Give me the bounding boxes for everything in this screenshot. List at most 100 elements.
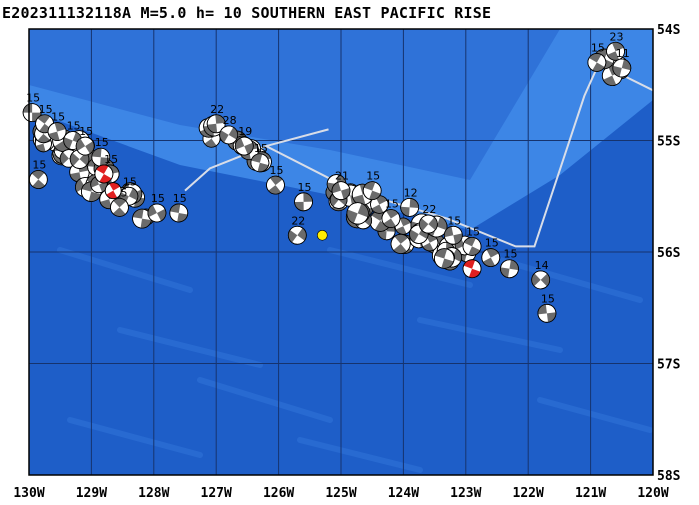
fracture-streak (297, 437, 423, 473)
fracture-streak (117, 327, 263, 368)
focal-mechanism-beachball (75, 136, 95, 156)
focal-mechanism-beachball (587, 53, 607, 72)
focal-mechanism-beachball (443, 225, 463, 245)
focal-mechanism-beachball (110, 197, 129, 217)
focal-mechanism-beachball (294, 192, 313, 212)
depth-label: 22 (291, 214, 305, 227)
focal-mechanism-beachball (147, 203, 167, 223)
focal-mechanism-beachball (94, 164, 114, 184)
depth-label: 11 (616, 47, 630, 60)
depth-label: 15 (466, 225, 480, 238)
latitude-label: 55S (657, 135, 681, 150)
focal-mechanism-beachball (381, 209, 401, 228)
depth-label: 12 (404, 186, 418, 199)
depth-label: 22 (210, 103, 224, 116)
depth-label: 15 (79, 125, 93, 138)
focal-mechanism-beachball (287, 225, 307, 245)
latitude-label: 54S (657, 23, 681, 38)
depth-label: 15 (39, 103, 53, 116)
focal-mechanism-beachball (234, 136, 254, 156)
event-epicenter-marker[interactable] (316, 229, 328, 241)
depth-label: 22 (422, 203, 436, 216)
fracture-streak (57, 247, 193, 293)
focal-mechanism-beachball (250, 153, 270, 173)
focal-mechanism-beachball (47, 122, 67, 141)
depth-label: 28 (223, 114, 237, 127)
fracture-streak (497, 257, 643, 303)
fracture-streak (537, 397, 653, 433)
longitude-labels: 130W 129W 128W 127W 126W 125W 124W 123W 122W 121W… (13, 486, 668, 501)
focal-mechanism-beachball (104, 182, 122, 200)
focal-mechanism-beachball (390, 233, 411, 254)
depth-label: 23 (610, 30, 624, 43)
latitude-label: 56S (657, 246, 681, 261)
depth-label: 15 (269, 164, 283, 177)
longitude-label: 120W (637, 486, 668, 501)
depth-label: 15 (51, 111, 65, 124)
depth-label: 15 (485, 237, 499, 250)
focal-mechanism-beachball (219, 125, 239, 145)
focal-mechanism-beachball (370, 195, 389, 214)
focal-mechanism-beachball (362, 181, 382, 201)
depth-label: 15 (447, 214, 461, 227)
focal-mechanism-beachball (331, 181, 351, 201)
latitude-label: 58S (657, 469, 681, 484)
depth-label: 15 (95, 136, 109, 149)
longitude-label: 126W (263, 486, 294, 501)
focal-mechanisms: 1515151515151515151515152228191515152221… (22, 30, 632, 323)
focal-mechanism-beachball (462, 259, 482, 279)
longitude-label: 127W (201, 486, 232, 501)
depth-label: 15 (151, 192, 165, 205)
depth-label: 15 (67, 120, 81, 133)
fracture-streak (417, 317, 563, 353)
depth-label: 15 (104, 153, 118, 166)
depth-label: 21 (335, 170, 349, 183)
longitude-label: 130W (13, 486, 44, 501)
focal-mechanism-beachball (531, 270, 551, 290)
focal-mechanism-beachball (206, 114, 226, 134)
fracture-streak (327, 247, 473, 288)
map-frame (28, 28, 654, 476)
focal-mechanism-beachball (266, 175, 285, 195)
depth-label: 15 (591, 41, 605, 54)
focal-mechanism-beachball (22, 103, 42, 123)
longitude-label: 128W (138, 486, 169, 501)
fracture-streak (197, 377, 333, 423)
focal-mechanism-beachball (433, 248, 455, 269)
depth-label: 15 (173, 192, 187, 205)
focal-mechanism-beachball (346, 202, 369, 225)
depth-label: 15 (123, 175, 137, 188)
depth-label: 15 (541, 292, 555, 305)
ridge-swath-inner (29, 29, 653, 230)
depth-label: 15 (385, 198, 399, 211)
focal-mechanism-beachball (28, 170, 48, 189)
depth-label: 15 (32, 159, 46, 172)
focal-mechanism-beachball (91, 147, 111, 167)
focal-mechanism-beachball (537, 303, 557, 323)
focal-mechanism-beachball (612, 58, 632, 78)
focal-mechanism-beachball (169, 203, 189, 223)
longitude-label: 125W (325, 486, 356, 501)
focal-mechanism-beachball (418, 214, 438, 234)
focal-mechanism-beachball (500, 259, 519, 279)
focal-mechanism-beachball (132, 208, 152, 229)
longitude-label: 124W (388, 486, 419, 501)
latitude-label: 57S (657, 358, 681, 373)
event-layer (316, 229, 328, 241)
longitude-label: 122W (513, 486, 544, 501)
depth-label: 19 (238, 125, 252, 138)
longitude-label: 129W (76, 486, 107, 501)
depth-label: 15 (298, 181, 312, 194)
depth-label: 15 (366, 170, 380, 183)
longitude-label: 123W (450, 486, 481, 501)
map-title: E202311132118A M=5.0 h= 10 SOUTHERN EAST… (2, 4, 492, 22)
ridge-segment (265, 128, 329, 148)
depth-label: 15 (254, 142, 268, 155)
focal-mechanism-beachball (400, 197, 420, 217)
depth-label: 14 (535, 259, 549, 272)
focal-mechanism-beachball (481, 248, 501, 267)
focal-mechanism-beachball (462, 237, 482, 256)
longitude-label: 121W (575, 486, 606, 501)
latitude-labels: 54S 55S 56S 57S 58S (657, 23, 681, 484)
